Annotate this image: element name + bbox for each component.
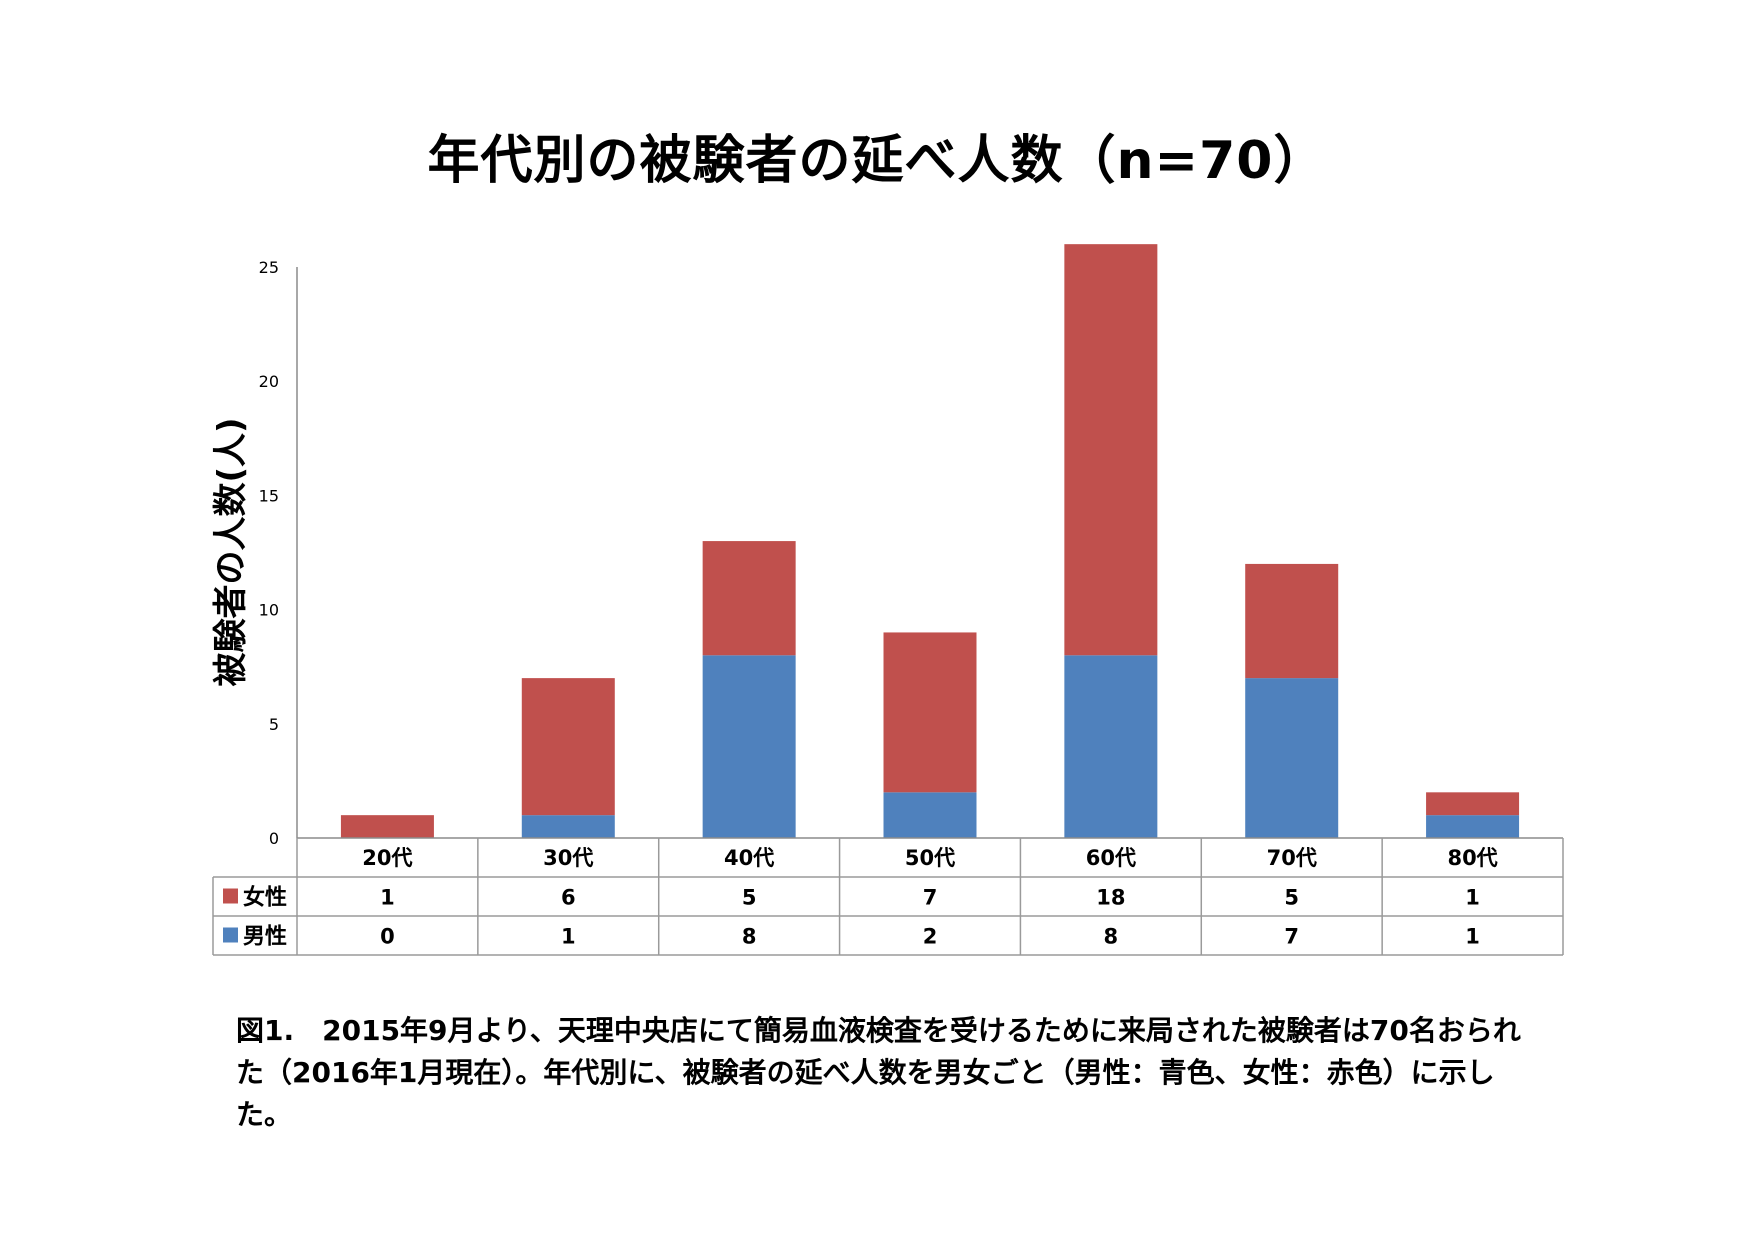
bar-female (1245, 563, 1339, 679)
data-table-value: 7 (1284, 925, 1299, 949)
bar-male (702, 655, 796, 838)
data-table-value: 1 (380, 886, 395, 910)
bar-female (340, 815, 434, 838)
x-category-label: 70代 (1267, 846, 1317, 870)
bar-female (883, 632, 977, 793)
x-category-label: 20代 (362, 846, 412, 870)
y-tick-label: 25 (259, 258, 279, 277)
bar-male (1245, 678, 1339, 838)
bar-male (1426, 815, 1520, 838)
bar-female (1426, 792, 1520, 816)
data-table-value: 1 (561, 925, 576, 949)
data-table-value: 6 (561, 886, 576, 910)
bar-female (702, 541, 796, 656)
data-table-value: 7 (923, 886, 938, 910)
x-category-label: 50代 (905, 846, 955, 870)
bar-male (521, 815, 615, 838)
y-tick-label: 0 (269, 829, 279, 848)
data-table-value: 5 (1284, 886, 1299, 910)
y-axis-title: 被験者の人数(人) (211, 417, 251, 686)
bar-male (883, 792, 977, 838)
chart-title: 年代別の被験者の延べ人数（n=70） (427, 131, 1327, 191)
y-tick-label: 15 (259, 486, 279, 505)
data-table-value: 8 (742, 925, 757, 949)
data-table-value: 18 (1096, 886, 1125, 910)
data-table-value: 0 (380, 925, 395, 949)
legend-swatch-female (223, 888, 238, 904)
x-category-label: 80代 (1447, 846, 1497, 870)
bar-male (1064, 655, 1158, 838)
y-tick-label: 20 (259, 372, 279, 391)
data-table-value: 1 (1465, 886, 1480, 910)
bar-female (521, 678, 615, 816)
data-table-value: 2 (923, 925, 938, 949)
data-table-value: 5 (742, 886, 757, 910)
bar-female (1064, 244, 1158, 656)
x-category-label: 30代 (543, 846, 593, 870)
y-tick-label: 10 (259, 601, 279, 620)
y-tick-label: 5 (269, 715, 279, 734)
data-table-value: 8 (1104, 925, 1119, 949)
x-category-label: 40代 (724, 846, 774, 870)
legend-label: 女性 (243, 885, 287, 911)
data-table-value: 1 (1465, 925, 1480, 949)
legend-swatch-male (223, 927, 238, 943)
x-category-label: 60代 (1086, 846, 1136, 870)
legend-label: 男性 (243, 925, 287, 950)
figure-caption: 図1. 2015年9月より、天理中央店にて簡易血液検査を受けるために来局された被… (236, 1014, 1521, 1131)
